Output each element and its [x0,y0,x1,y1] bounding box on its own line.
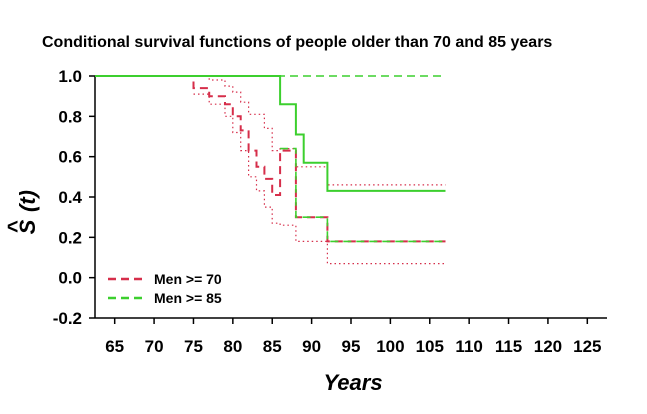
y-tick-label: 0.6 [58,148,82,167]
series-line-2 [193,93,446,265]
x-tick-label: 100 [376,337,404,356]
y-axis-title-symbol: S [15,219,40,234]
x-tick-label: 120 [534,337,562,356]
x-tick-label: 70 [145,337,164,356]
y-tick-label: 0.2 [58,228,82,247]
legend: Men >= 70 Men >= 85 [108,271,222,306]
x-ticks: 65 70 75 80 85 90 95 100 105 110 115 120 125 [105,318,601,356]
x-tick-label: 105 [416,337,444,356]
y-axis-title-paren: (t) [15,190,40,212]
x-tick-label: 125 [573,337,601,356]
y-tick-label: 1.0 [58,67,82,86]
y-tick-label: 0.8 [58,107,82,126]
y-ticks: 1.0 0.8 0.6 0.4 0.2 0.0 -0.2 [53,67,95,328]
x-tick-label: 95 [342,337,361,356]
series-line-0 [95,75,446,243]
y-axis-title: S ^ (t) [3,190,40,234]
y-tick-label: -0.2 [53,309,82,328]
series-layer [95,75,446,265]
x-tick-label: 115 [495,337,522,356]
legend-label-men70: Men >= 70 [154,271,222,287]
x-tick-label: 110 [455,337,482,356]
x-axis-title: Years [323,370,382,395]
series-line-3 [95,75,446,192]
series-line-4 [280,147,446,243]
legend-label-men85: Men >= 85 [154,290,222,306]
x-tick-label: 75 [184,337,203,356]
series-line-1 [193,75,446,186]
x-tick-label: 65 [105,337,124,356]
x-tick-label: 85 [263,337,282,356]
x-tick-label: 80 [223,337,242,356]
y-tick-label: 0.0 [58,269,82,288]
chart-title: Conditional survival functions of people… [42,34,552,51]
y-axis-title-hat: ^ [3,220,28,233]
x-tick-label: 90 [302,337,321,356]
y-tick-label: 0.4 [58,188,82,207]
